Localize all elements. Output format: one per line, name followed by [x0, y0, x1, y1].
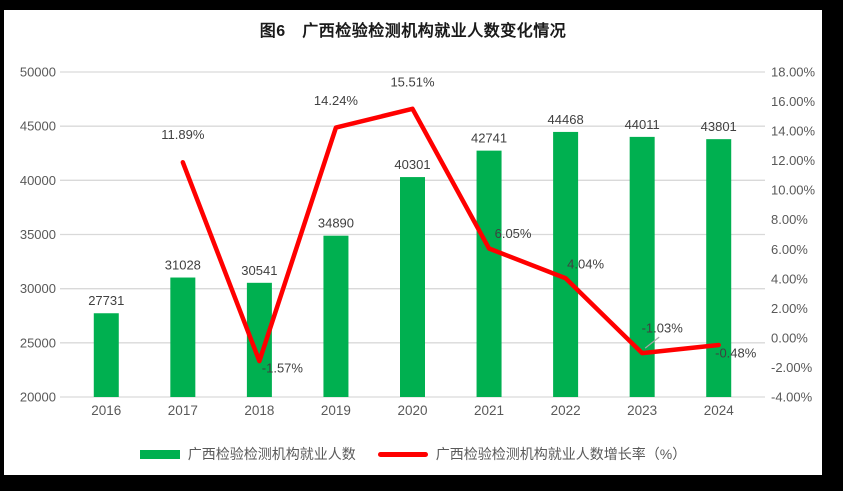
- x-axis-label: 2016: [91, 403, 121, 418]
- left-axis-tick: 25000: [20, 335, 56, 350]
- right-axis-tick: 2.00%: [771, 301, 808, 316]
- bar-value-label: 30541: [241, 263, 277, 278]
- chart-panel: 图6 广西检验检测机构就业人数变化情况 20000 25000 30000 35000…: [4, 10, 822, 475]
- bar-value-label: 31028: [165, 258, 201, 273]
- bar-value-label: 27731: [88, 293, 124, 308]
- x-axis-label: 2022: [551, 403, 581, 418]
- line-value-label: 15.51%: [390, 74, 435, 89]
- x-axis-label: 2019: [321, 403, 351, 418]
- right-axis-tick: 8.00%: [771, 212, 808, 227]
- bar-2017: [170, 277, 196, 397]
- x-axis-label: 2021: [474, 403, 504, 418]
- line-value-label: 6.05%: [495, 226, 532, 241]
- left-axis-tick: 40000: [20, 173, 56, 188]
- bar-value-label: 40301: [394, 157, 430, 172]
- right-axis-tick: 16.00%: [771, 94, 816, 109]
- bar-value-label: 43801: [701, 119, 737, 134]
- line-value-label: 4.04%: [567, 257, 604, 272]
- x-axis-label: 2024: [704, 403, 735, 418]
- bar-value-label: 44468: [548, 112, 584, 127]
- right-axis-tick: -2.00%: [771, 360, 813, 375]
- left-axis-tick: 45000: [20, 119, 56, 134]
- right-axis-tick: 12.00%: [771, 153, 816, 168]
- line-value-label: -0.48%: [715, 346, 757, 361]
- bar-2016: [93, 313, 119, 397]
- left-axis-tick: 35000: [20, 227, 56, 242]
- bar-2024: [706, 139, 732, 398]
- x-axis-label: 2023: [627, 403, 657, 418]
- bar-2020: [400, 177, 425, 397]
- line-value-label: 14.24%: [314, 93, 359, 108]
- right-axis-tick: 6.00%: [771, 242, 808, 257]
- right-axis-tick: 10.00%: [771, 183, 816, 198]
- left-axis-tick: 20000: [20, 390, 56, 405]
- x-axis-label: 2020: [397, 403, 427, 418]
- bar-2019: [323, 235, 349, 397]
- x-axis-label: 2017: [168, 403, 198, 418]
- legend: 广西检验检测机构就业人数 广西检验检测机构就业人数增长率（%）: [4, 444, 822, 464]
- bar-value-label: 44011: [625, 117, 660, 132]
- bar-2023: [629, 136, 655, 397]
- right-axis-tick: 4.00%: [771, 271, 808, 286]
- line-value-label: -1.03%: [642, 321, 684, 336]
- right-axis-tick: -4.00%: [771, 390, 813, 405]
- bar-value-label: 34890: [318, 216, 354, 231]
- legend-line-swatch-icon: [377, 451, 428, 457]
- bar-value-label: 42741: [471, 131, 507, 146]
- legend-line-label: 广西检验检测机构就业人数增长率（%）: [435, 446, 687, 462]
- chart-canvas: 20000 25000 30000 35000 40000 45000 50000 -4.00…: [20, 65, 816, 419]
- line-value-label: 11.89%: [161, 127, 205, 142]
- legend-bar-swatch-icon: [139, 449, 180, 459]
- line-value-label: -1.57%: [262, 361, 304, 376]
- left-axis-tick: 30000: [20, 281, 56, 296]
- growth-rate-line: [180, 106, 721, 364]
- label-leader-line: [644, 336, 660, 349]
- right-axis-tick: 14.00%: [771, 124, 816, 139]
- x-axis-label: 2018: [244, 403, 274, 418]
- left-axis-tick: 50000: [20, 65, 56, 80]
- bar-2022: [553, 131, 579, 397]
- right-axis-tick: 18.00%: [771, 65, 816, 80]
- bar-2021: [476, 150, 502, 397]
- chart-title: 图6 广西检验检测机构就业人数变化情况: [259, 23, 567, 40]
- legend-bar-label: 广西检验检测机构就业人数: [187, 446, 356, 462]
- right-axis-tick: 0.00%: [771, 330, 808, 345]
